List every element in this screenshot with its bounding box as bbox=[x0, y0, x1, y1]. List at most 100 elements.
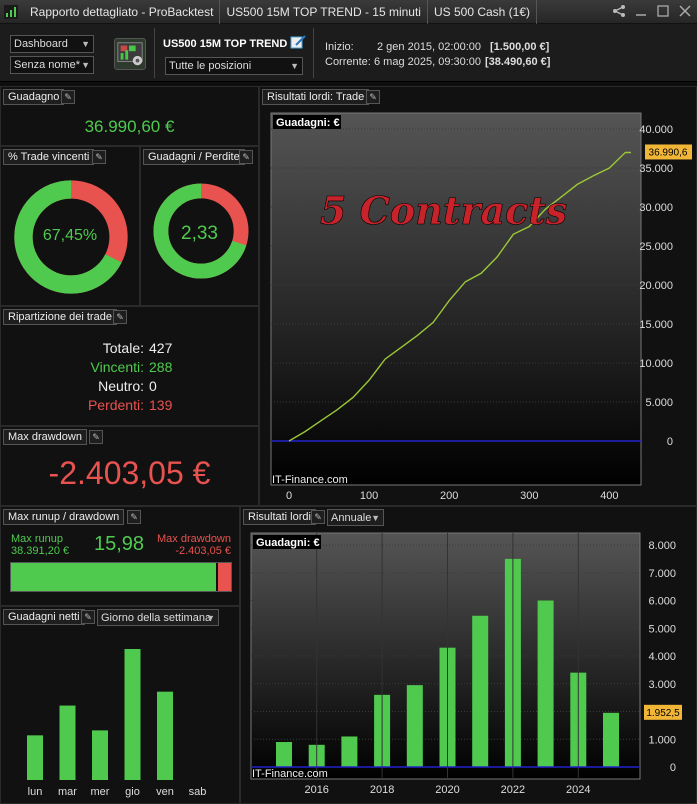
tab-instrument[interactable]: US 500 Cash (1€) bbox=[428, 0, 538, 24]
wrench-icon[interactable]: ✎ bbox=[239, 150, 253, 164]
start-value: [1.500,00 €] bbox=[490, 41, 550, 53]
y-tick-label: 0 bbox=[670, 762, 676, 774]
weekday-bar bbox=[27, 735, 43, 780]
y-tick-label: 8.000 bbox=[648, 540, 676, 552]
annual-bar bbox=[341, 736, 358, 767]
runup-drawdown-bar bbox=[10, 562, 232, 592]
x-tick-label: 2022 bbox=[501, 784, 525, 796]
equity-line bbox=[288, 151, 632, 442]
weekday-chart[interactable]: lun mar mer gio ven sab bbox=[1, 629, 239, 803]
annual-chart[interactable]: 01.0002.0003.0004.0005.0006.0007.0008.00… bbox=[241, 529, 696, 803]
watermark: IT-Finance.com bbox=[252, 768, 328, 780]
equity-chart[interactable]: 0 5.000 10.000 15.000 20.000 25.000 30.000 35.0… bbox=[260, 109, 696, 505]
profit-loss-panel: Guadagni / Perdite ✎ 2,33 bbox=[140, 146, 259, 306]
period-select[interactable]: Annuale ▼ bbox=[327, 509, 384, 526]
y-tick-label: 30.000 bbox=[639, 202, 673, 214]
wrench-icon[interactable]: ✎ bbox=[311, 510, 325, 524]
weekday-panel-title: Guadagni netti bbox=[3, 609, 85, 625]
y-tick-label: 5.000 bbox=[645, 397, 673, 409]
period-select-value: Annuale bbox=[331, 512, 372, 524]
profit-loss-panel-title: Guadagni / Perdite bbox=[143, 149, 245, 165]
equity-panel-title: Risultati lordi: Trade bbox=[262, 89, 370, 105]
runup-drawdown-value: -2.403,05 € bbox=[175, 545, 231, 557]
backtest-settings-icon[interactable] bbox=[114, 38, 146, 70]
x-tick-label: 2016 bbox=[304, 784, 328, 796]
x-tick-label: 300 bbox=[520, 490, 538, 502]
dashboard-select[interactable]: Dashboard ▼ bbox=[10, 35, 94, 53]
name-select[interactable]: Senza nome* ▼ bbox=[10, 56, 94, 74]
y-tick-label: 0 bbox=[667, 436, 673, 448]
strategy-title: US500 15M TOP TREND bbox=[163, 38, 288, 50]
weekday-select[interactable]: Giorno della settimana ▼ bbox=[97, 609, 219, 626]
positions-select[interactable]: Tutte le posizioni ▼ bbox=[165, 57, 303, 75]
weekday-bar bbox=[124, 649, 141, 780]
tab-report[interactable]: Rapporto dettagliato - ProBacktest bbox=[24, 0, 221, 24]
title-bar: Rapporto dettagliato - ProBacktest US500… bbox=[0, 0, 697, 24]
weekday-bar bbox=[59, 705, 76, 780]
chevron-down-icon: ▼ bbox=[290, 61, 299, 71]
runup-drawdown-panel: Max runup / drawdown ✎ Max runup 38.391,… bbox=[0, 506, 240, 606]
x-tick-label: lun bbox=[28, 786, 43, 798]
y-tick-label: 1.000 bbox=[648, 734, 676, 746]
weekday-select-value: Giorno della settimana bbox=[101, 612, 212, 624]
wrench-icon[interactable]: ✎ bbox=[61, 90, 75, 104]
x-tick-label: 200 bbox=[440, 490, 458, 502]
maximize-icon[interactable] bbox=[655, 3, 671, 19]
profit-loss-donut bbox=[153, 183, 249, 279]
profit-loss-ratio: 2,33 bbox=[181, 223, 218, 244]
chart-ylabel: Guadagni: € bbox=[276, 117, 340, 129]
wrench-icon[interactable]: ✎ bbox=[366, 90, 380, 104]
y-tick-label: 35.000 bbox=[639, 163, 673, 175]
max-drawdown-title: Max drawdown bbox=[3, 429, 87, 445]
wrench-icon[interactable]: ✎ bbox=[81, 610, 95, 624]
runup-drawdown-title: Max runup / drawdown bbox=[3, 509, 125, 525]
start-label: Inizio: bbox=[325, 41, 354, 53]
y-tick-label: 40.000 bbox=[639, 124, 673, 136]
gain-panel: Guadagno ✎ 36.990,60 € bbox=[0, 86, 259, 146]
close-icon[interactable] bbox=[677, 3, 693, 19]
last-value: 1.952,5 bbox=[646, 708, 680, 719]
wrench-icon[interactable]: ✎ bbox=[113, 310, 127, 324]
last-value: 36.990,6 bbox=[649, 147, 688, 158]
positions-select-value: Tutte le posizioni bbox=[169, 60, 252, 72]
total-label: Totale: bbox=[102, 340, 144, 356]
gain-panel-title: Guadagno bbox=[3, 89, 65, 105]
tab-strategy[interactable]: US500 15M TOP TREND - 15 minuti bbox=[220, 0, 428, 24]
chart-label-bg bbox=[273, 115, 341, 129]
x-tick-label: mar bbox=[58, 786, 77, 798]
neutral-count: 0 bbox=[149, 378, 157, 394]
wrench-icon[interactable]: ✎ bbox=[89, 430, 103, 444]
chart-ylabel: Guadagni: € bbox=[256, 537, 320, 549]
annual-bar bbox=[276, 742, 292, 767]
header-divider bbox=[154, 28, 155, 78]
x-tick-label: 400 bbox=[600, 490, 618, 502]
trade-breakdown-panel: Ripartizione dei trade ✎ Totale: Vincent… bbox=[0, 306, 259, 426]
report-header: Dashboard ▼ Senza nome* ▼ US500 15M TOP … bbox=[0, 24, 697, 82]
wrench-icon[interactable]: ✎ bbox=[92, 150, 106, 164]
x-tick-label: 100 bbox=[360, 490, 378, 502]
y-tick-label: 20.000 bbox=[639, 280, 673, 292]
x-tick-label: gio bbox=[125, 786, 140, 798]
max-drawdown-panel: Max drawdown ✎ -2.403,05 € bbox=[0, 426, 259, 506]
annual-bar bbox=[472, 615, 489, 767]
loss-count: 139 bbox=[149, 397, 173, 413]
y-tick-label: 15.000 bbox=[639, 319, 673, 331]
chevron-down-icon: ▼ bbox=[371, 513, 380, 523]
wrench-icon[interactable]: ✎ bbox=[127, 510, 141, 524]
x-tick-label: 0 bbox=[286, 490, 292, 502]
equity-panel: Risultati lordi: Trade ✎ 0 5.000 10.000 15.… bbox=[259, 86, 697, 506]
edit-strategy-icon[interactable] bbox=[290, 34, 306, 50]
current-date: 6 mag 2025, 09:30:00 bbox=[374, 56, 482, 68]
neutral-label: Neutro: bbox=[98, 378, 144, 394]
x-tick-label: 2024 bbox=[566, 784, 590, 796]
watermark: IT-Finance.com bbox=[272, 474, 348, 486]
annual-panel-title: Risultati lordi bbox=[243, 509, 316, 525]
y-tick-label: 4.000 bbox=[648, 651, 676, 663]
last-value-marker bbox=[645, 144, 692, 160]
annual-panel: Risultati lordi ✎ Annuale ▼ 01.0002.0003… bbox=[240, 506, 697, 804]
minimize-icon[interactable] bbox=[633, 3, 649, 19]
y-tick-label: 6.000 bbox=[648, 596, 676, 608]
share-icon[interactable] bbox=[611, 3, 627, 19]
chevron-down-icon: ▼ bbox=[206, 613, 215, 623]
header-divider bbox=[313, 28, 314, 78]
